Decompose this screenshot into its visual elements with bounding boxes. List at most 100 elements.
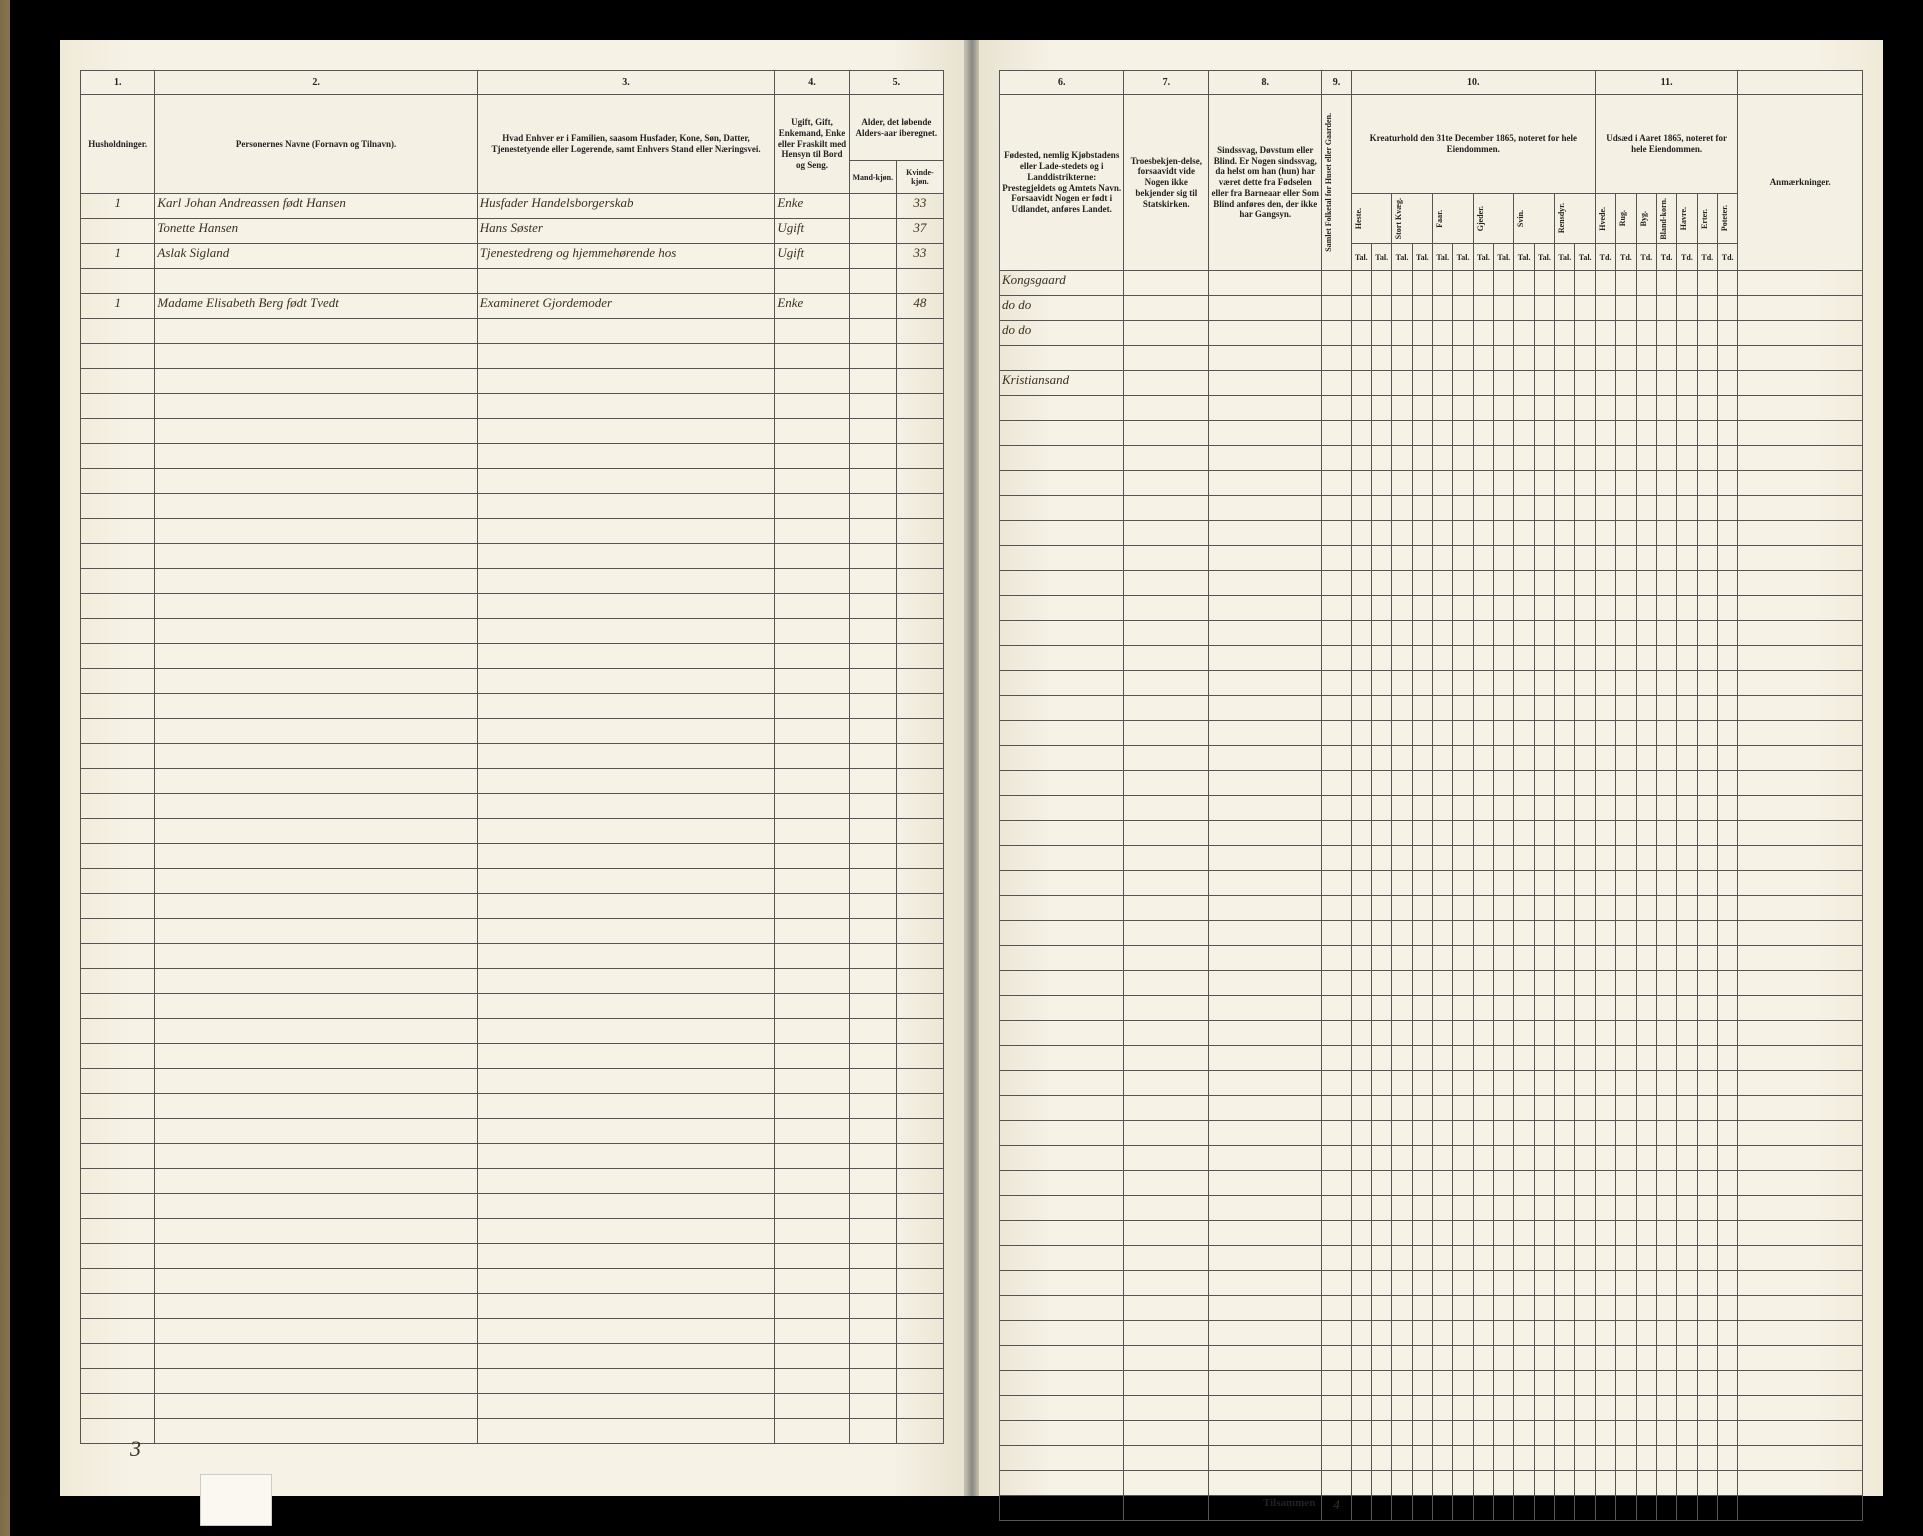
cell <box>775 1319 849 1344</box>
cell <box>1322 821 1351 846</box>
cell <box>1656 271 1676 296</box>
hdr-heste: Heste. <box>1351 194 1392 244</box>
table-row <box>81 644 944 669</box>
cell <box>81 219 155 244</box>
cell <box>1433 521 1453 546</box>
cell <box>1555 546 1575 571</box>
hdr-blandkorn: Bland-korn. <box>1656 194 1676 244</box>
cell <box>1738 1146 1863 1171</box>
cell <box>81 1094 155 1119</box>
cell <box>896 1019 943 1044</box>
cell <box>1412 746 1432 771</box>
cell <box>1124 1371 1209 1396</box>
cell <box>1677 1246 1697 1271</box>
cell <box>1595 696 1615 721</box>
cell <box>1555 1221 1575 1246</box>
cell <box>1677 596 1697 621</box>
table-row <box>81 1219 944 1244</box>
cell <box>1209 1221 1322 1246</box>
cell <box>81 644 155 669</box>
cell <box>155 669 477 694</box>
cell <box>775 1119 849 1144</box>
cell <box>1351 1471 1371 1496</box>
page-tab <box>200 1474 272 1526</box>
cell <box>1656 1471 1676 1496</box>
cell <box>1351 921 1371 946</box>
cell <box>1322 1296 1351 1321</box>
cell <box>1697 596 1717 621</box>
table-row <box>1000 521 1863 546</box>
cell <box>1000 1171 1124 1196</box>
cell <box>1494 821 1514 846</box>
cell <box>1514 396 1534 421</box>
cell <box>1697 696 1717 721</box>
cell <box>1697 471 1717 496</box>
cell <box>1738 796 1863 821</box>
cell <box>1514 896 1534 921</box>
table-row <box>1000 796 1863 821</box>
table-row: Kristiansand <box>1000 371 1863 396</box>
colnum-11: 11. <box>1595 71 1737 95</box>
cell <box>1124 1171 1209 1196</box>
cell <box>1677 271 1697 296</box>
cell <box>1473 821 1493 846</box>
unit-td: Td. <box>1717 244 1737 271</box>
cell <box>81 1019 155 1044</box>
table-row <box>81 519 944 544</box>
cell <box>1433 646 1453 671</box>
cell <box>1351 1271 1371 1296</box>
cell <box>1575 1196 1595 1221</box>
cell <box>1000 671 1124 696</box>
cell <box>1697 1321 1717 1346</box>
cell <box>477 594 775 619</box>
cell <box>1595 496 1615 521</box>
cell <box>1616 871 1636 896</box>
cell <box>1351 696 1371 721</box>
cell <box>1209 1096 1322 1121</box>
cell <box>1209 1071 1322 1096</box>
cell <box>1677 321 1697 346</box>
cell <box>1453 371 1473 396</box>
cell <box>1717 471 1737 496</box>
cell <box>155 994 477 1019</box>
cell <box>1555 421 1575 446</box>
cell <box>775 944 849 969</box>
cell <box>1000 696 1124 721</box>
cell <box>1412 771 1432 796</box>
cell <box>1392 996 1412 1021</box>
unit-td: Td. <box>1595 244 1615 271</box>
cell <box>1000 471 1124 496</box>
cell <box>1616 921 1636 946</box>
cell <box>1534 496 1554 521</box>
unit-td: Td. <box>1677 244 1697 271</box>
cell <box>775 544 849 569</box>
cell <box>1677 696 1697 721</box>
cell <box>1494 671 1514 696</box>
cell <box>1595 1146 1615 1171</box>
cell <box>1616 1246 1636 1271</box>
cell <box>896 544 943 569</box>
cell <box>775 1219 849 1244</box>
cell <box>1494 1196 1514 1221</box>
cell <box>1514 846 1534 871</box>
unit-td: Td. <box>1636 244 1656 271</box>
cell <box>1392 871 1412 896</box>
cell <box>1433 421 1453 446</box>
cell <box>1124 1396 1209 1421</box>
cell <box>1372 671 1392 696</box>
hdr-alder: Alder, det løbende Alders-aar iberegnet. <box>849 95 943 161</box>
cell <box>1575 546 1595 571</box>
cell <box>849 244 896 269</box>
cell <box>477 944 775 969</box>
cell <box>1656 496 1676 521</box>
hdr-folketal: Samlet Folketal for Huset eller Gaarden. <box>1322 95 1351 271</box>
cell <box>1209 796 1322 821</box>
cell <box>155 1344 477 1369</box>
cell <box>1392 796 1412 821</box>
hdr-kvindekjon: Kvinde-kjøn. <box>896 161 943 194</box>
cell <box>1636 1421 1656 1446</box>
cell <box>1677 1271 1697 1296</box>
cell <box>1616 571 1636 596</box>
cell <box>81 1044 155 1069</box>
cell <box>1124 1221 1209 1246</box>
